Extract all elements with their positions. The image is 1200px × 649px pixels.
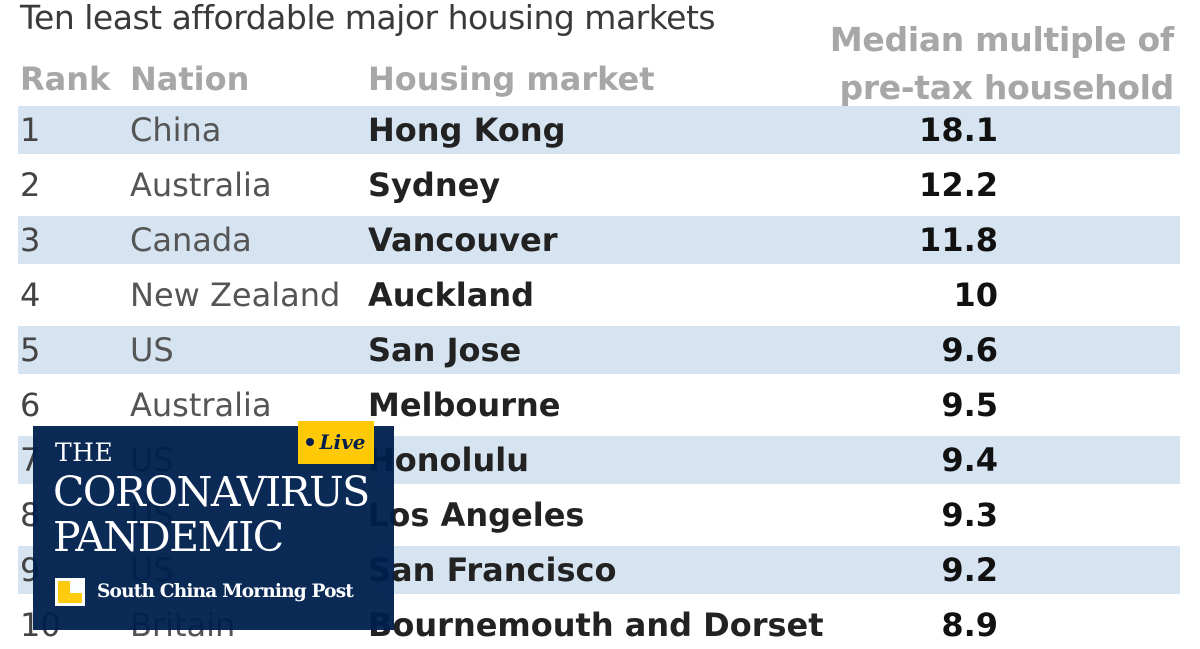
market-cell: Auckland bbox=[368, 276, 535, 314]
value-cell: 10 bbox=[953, 276, 998, 314]
nation-cell: China bbox=[130, 111, 222, 149]
market-cell: Melbourne bbox=[368, 386, 561, 424]
value-cell: 9.6 bbox=[941, 331, 998, 369]
value-header-line-1: Median multiple of bbox=[829, 20, 1174, 59]
market-column-header: Housing market bbox=[368, 60, 655, 98]
rank-cell: 5 bbox=[20, 331, 41, 369]
rank-cell: 4 bbox=[20, 276, 41, 314]
nation-cell: New Zealand bbox=[130, 276, 341, 314]
promo-headline-line-2: PANDEMIC bbox=[53, 513, 284, 561]
table-row: 5 US San Jose 9.6 bbox=[18, 326, 1180, 374]
value-column-header: Median multiple of pre-tax household inc… bbox=[704, 16, 1174, 160]
market-cell: Bournemouth and Dorset bbox=[368, 606, 824, 644]
value-cell: 11.8 bbox=[919, 221, 998, 259]
value-cell: 12.2 bbox=[919, 166, 998, 204]
promo-headline: CORONAVIRUS PANDEMIC bbox=[53, 468, 370, 561]
rank-column-header: Rank bbox=[20, 60, 111, 98]
brand-name: South China Morning Post bbox=[97, 581, 354, 602]
market-cell: Hong Kong bbox=[368, 111, 566, 149]
chart-title: Ten least affordable major housing marke… bbox=[20, 0, 716, 37]
nation-cell: Australia bbox=[130, 166, 272, 204]
nation-column-header: Nation bbox=[130, 60, 250, 98]
value-cell: 9.5 bbox=[941, 386, 998, 424]
market-cell: Vancouver bbox=[368, 221, 558, 259]
rank-cell: 3 bbox=[20, 221, 41, 259]
value-cell: 9.4 bbox=[941, 441, 998, 479]
rank-cell: 2 bbox=[20, 166, 41, 204]
coronavirus-promo-card[interactable]: THE CORONAVIRUS PANDEMIC South China Mor… bbox=[33, 426, 394, 630]
scmp-logo-icon bbox=[55, 578, 85, 606]
live-badge[interactable]: Live bbox=[298, 421, 374, 464]
table-row: 4 New Zealand Auckland 10 bbox=[18, 271, 1180, 319]
nation-cell: US bbox=[130, 331, 174, 369]
value-cell: 8.9 bbox=[941, 606, 998, 644]
rank-cell: 6 bbox=[20, 386, 41, 424]
market-cell: Sydney bbox=[368, 166, 501, 204]
value-cell: 18.1 bbox=[919, 111, 998, 149]
market-cell: San Jose bbox=[368, 331, 522, 369]
table-row: 3 Canada Vancouver 11.8 bbox=[18, 216, 1180, 264]
promo-kicker: THE bbox=[55, 438, 114, 467]
promo-headline-line-1: CORONAVIRUS bbox=[53, 468, 370, 516]
market-cell: Los Angeles bbox=[368, 496, 585, 534]
nation-cell: Canada bbox=[130, 221, 252, 259]
value-cell: 9.3 bbox=[941, 496, 998, 534]
value-cell: 9.2 bbox=[941, 551, 998, 589]
market-cell: San Francisco bbox=[368, 551, 617, 589]
table-row: 1 China Hong Kong 18.1 bbox=[18, 106, 1180, 154]
nation-cell: Australia bbox=[130, 386, 272, 424]
live-badge-label: Live bbox=[319, 430, 366, 454]
rank-cell: 1 bbox=[20, 111, 41, 149]
market-cell: Honolulu bbox=[368, 441, 530, 479]
table-row: 2 Australia Sydney 12.2 bbox=[18, 161, 1180, 209]
table-row: 6 Australia Melbourne 9.5 bbox=[18, 381, 1180, 429]
live-dot-icon bbox=[306, 437, 315, 446]
